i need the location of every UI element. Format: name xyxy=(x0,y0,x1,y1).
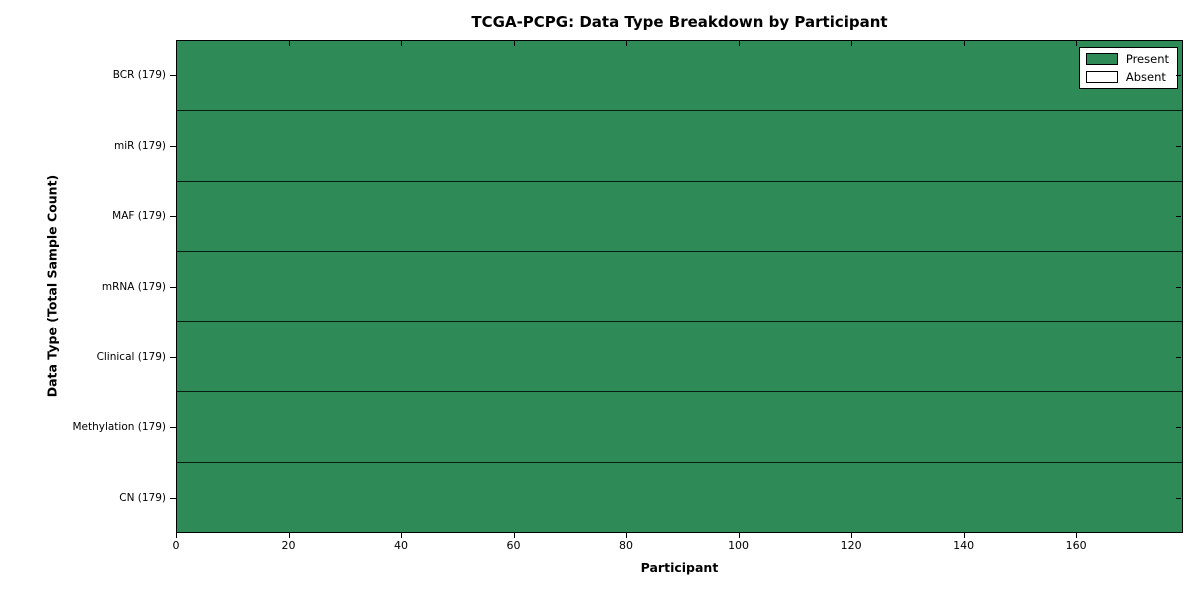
y-tick-label: miR (179) xyxy=(113,139,166,152)
y-tick-mark xyxy=(170,145,176,147)
y-tick-mark xyxy=(170,286,176,288)
x-tick-label: 80 xyxy=(619,539,634,552)
y-tick-mark xyxy=(170,497,176,499)
x-tick-mark xyxy=(288,41,290,46)
x-tick-label: 0 xyxy=(172,539,180,552)
legend: Present Absent xyxy=(1078,47,1178,89)
y-tick-label: MAF (179) xyxy=(112,210,166,223)
chart-title: TCGA-PCPG: Data Type Breakdown by Partic… xyxy=(471,13,888,31)
x-tick-mark xyxy=(513,533,515,538)
legend-item-present: Present xyxy=(1085,52,1169,66)
x-tick-mark xyxy=(626,41,628,46)
x-tick-mark xyxy=(851,533,853,538)
x-tick-mark xyxy=(401,533,403,538)
y-tick-mark xyxy=(170,216,176,218)
y-tick-mark xyxy=(1176,497,1181,499)
x-tick-mark xyxy=(176,533,177,538)
y-tick-label: Methylation (179) xyxy=(72,421,166,434)
y-tick-label: Clinical (179) xyxy=(96,350,166,363)
x-tick-label: 160 xyxy=(1065,539,1087,552)
heatmap-row-BCR xyxy=(177,41,1182,112)
heatmap-row-MAF xyxy=(177,181,1182,252)
y-tick-label: BCR (179) xyxy=(112,69,166,82)
y-tick-mark xyxy=(1176,427,1181,429)
x-tick-label: 140 xyxy=(953,539,975,552)
x-tick-mark xyxy=(738,533,740,538)
y-tick-label: CN (179) xyxy=(119,491,166,504)
y-tick-mark xyxy=(170,427,176,429)
y-tick-mark xyxy=(1176,356,1181,358)
y-tick-mark xyxy=(170,75,176,77)
x-tick-label: 20 xyxy=(281,539,296,552)
legend-label: Absent xyxy=(1125,70,1166,84)
x-tick-mark xyxy=(851,41,853,46)
x-tick-mark xyxy=(401,41,403,46)
legend-item-absent: Absent xyxy=(1085,70,1169,84)
heatmap-row-Clinical xyxy=(177,322,1182,393)
heatmap-grid xyxy=(177,41,1182,532)
x-tick-mark xyxy=(963,41,965,46)
y-tick-mark xyxy=(1176,216,1181,218)
legend-swatch-present xyxy=(1085,53,1118,65)
heatmap-row-miR xyxy=(177,111,1182,182)
x-tick-mark xyxy=(1076,41,1078,46)
x-tick-mark xyxy=(288,533,290,538)
x-tick-label: 60 xyxy=(506,539,521,552)
heatmap-row-Methylation xyxy=(177,392,1182,463)
x-tick-mark xyxy=(626,533,628,538)
x-axis-label: Participant xyxy=(640,560,719,575)
y-tick-mark xyxy=(1176,75,1181,77)
legend-label: Present xyxy=(1125,52,1169,66)
y-tick-mark xyxy=(1176,286,1181,288)
y-tick-mark xyxy=(1176,145,1181,147)
x-tick-label: 120 xyxy=(840,539,862,552)
x-tick-label: 40 xyxy=(394,539,409,552)
x-tick-mark xyxy=(1076,533,1078,538)
x-tick-mark xyxy=(738,41,740,46)
y-axis-label: Data Type (Total Sample Count) xyxy=(44,174,60,398)
plot-area: Present Absent xyxy=(176,40,1183,533)
x-tick-mark xyxy=(513,41,515,46)
y-tick-label: mRNA (179) xyxy=(101,280,166,293)
x-tick-label: 100 xyxy=(728,539,750,552)
heatmap-row-CN xyxy=(177,462,1182,532)
heatmap-row-mRNA xyxy=(177,251,1182,323)
x-tick-mark xyxy=(963,533,965,538)
x-tick-mark xyxy=(176,41,177,46)
y-tick-mark xyxy=(170,356,176,358)
legend-swatch-absent xyxy=(1085,71,1118,83)
